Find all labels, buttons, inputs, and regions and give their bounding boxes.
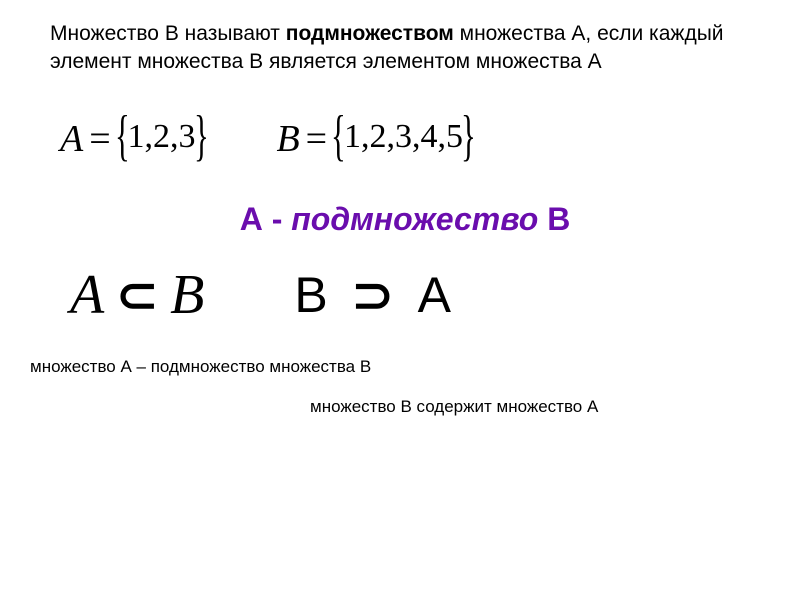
set-a-name: A: [60, 117, 83, 161]
statement-dash: -: [263, 201, 291, 237]
rel1-left: A: [70, 263, 104, 327]
subset-relations-row: A ⊂ B B ⊃ A: [50, 263, 760, 327]
statement-subset-word: подмножество: [291, 201, 538, 237]
set-b-content: 1,2,3,4,5: [344, 118, 463, 156]
caption-contains: множество В содержит множество А: [310, 397, 760, 417]
rel2-left: B: [294, 266, 327, 324]
rel1-right: B: [170, 263, 204, 327]
statement-b: В: [538, 201, 570, 237]
relation-b-superset-a: B ⊃ A: [294, 266, 451, 324]
set-a-expr: A = { 1,2,3 }: [60, 107, 206, 171]
equals-sign: =: [306, 117, 327, 161]
definition-bold: подмножеством: [286, 22, 454, 45]
set-b-expr: B = { 1,2,3,4,5 }: [276, 107, 473, 171]
rel2-right: A: [418, 266, 451, 324]
definition-pre: Множество В называют: [50, 22, 286, 45]
sets-row: A = { 1,2,3 } B = { 1,2,3,4,5 }: [50, 107, 760, 171]
superset-icon: ⊃: [352, 266, 394, 324]
subset-icon: ⊂: [116, 266, 158, 324]
subset-statement: А - подмножество В: [50, 201, 760, 238]
definition-text: Множество В называют подмножеством множе…: [50, 20, 760, 77]
set-b-name: B: [276, 117, 299, 161]
equals-sign: =: [89, 117, 110, 161]
right-brace-icon: }: [194, 104, 209, 168]
right-brace-icon: }: [461, 104, 476, 168]
set-a-content: 1,2,3: [128, 118, 196, 156]
caption-subset: множество А – подмножество множества В: [30, 357, 760, 377]
relation-a-subset-b: A ⊂ B: [70, 263, 204, 327]
statement-a: А: [240, 201, 263, 237]
slide: Множество В называют подмножеством множе…: [0, 0, 800, 600]
